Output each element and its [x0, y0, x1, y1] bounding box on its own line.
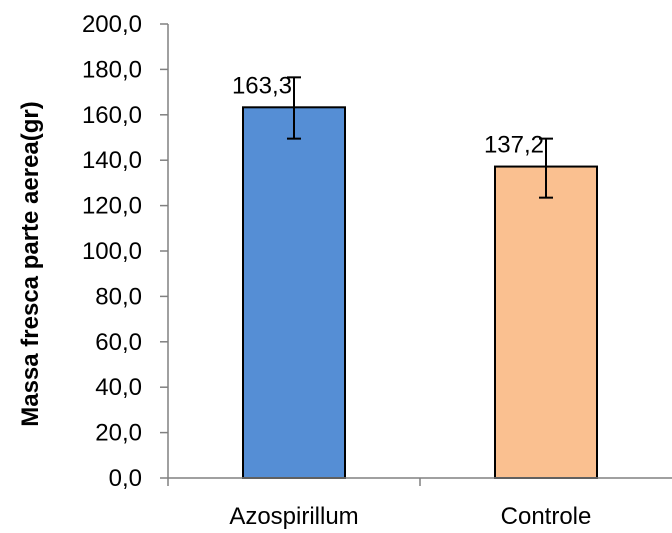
y-tick-label: 180,0 [82, 56, 142, 83]
bars [242, 106, 598, 480]
x-tick-label: Azospirillum [229, 503, 358, 530]
data-label: 137,2 [484, 132, 544, 159]
y-tick-label: 140,0 [82, 147, 142, 174]
y-tick-label: 0,0 [109, 465, 142, 492]
bar-controle [494, 165, 598, 479]
x-axis [167, 477, 672, 486]
y-axis-ticks: 0,0 20,0 40,0 60,0 80,0 100,0 120,0 140,0 160,0 1… [82, 11, 169, 492]
x-tick-label: Controle [501, 503, 592, 530]
y-tick-label: 60,0 [95, 329, 142, 356]
y-tick-label: 120,0 [82, 193, 142, 220]
y-tick-label: 20,0 [95, 420, 142, 447]
y-axis-label: Massa fresca parte aerea(gr) [17, 101, 44, 427]
x-axis-labels: Azospirillum Controle [229, 503, 591, 530]
y-tick-label: 40,0 [95, 374, 142, 401]
bar-azospirillum [242, 106, 346, 480]
y-tick-label: 200,0 [82, 11, 142, 38]
data-label: 163,3 [232, 72, 292, 99]
error-bars [287, 76, 553, 199]
y-tick-label: 160,0 [82, 102, 142, 129]
y-tick-label: 100,0 [82, 238, 142, 265]
y-tick-label: 80,0 [95, 283, 142, 310]
data-labels: 163,3 137,2 [232, 72, 544, 158]
